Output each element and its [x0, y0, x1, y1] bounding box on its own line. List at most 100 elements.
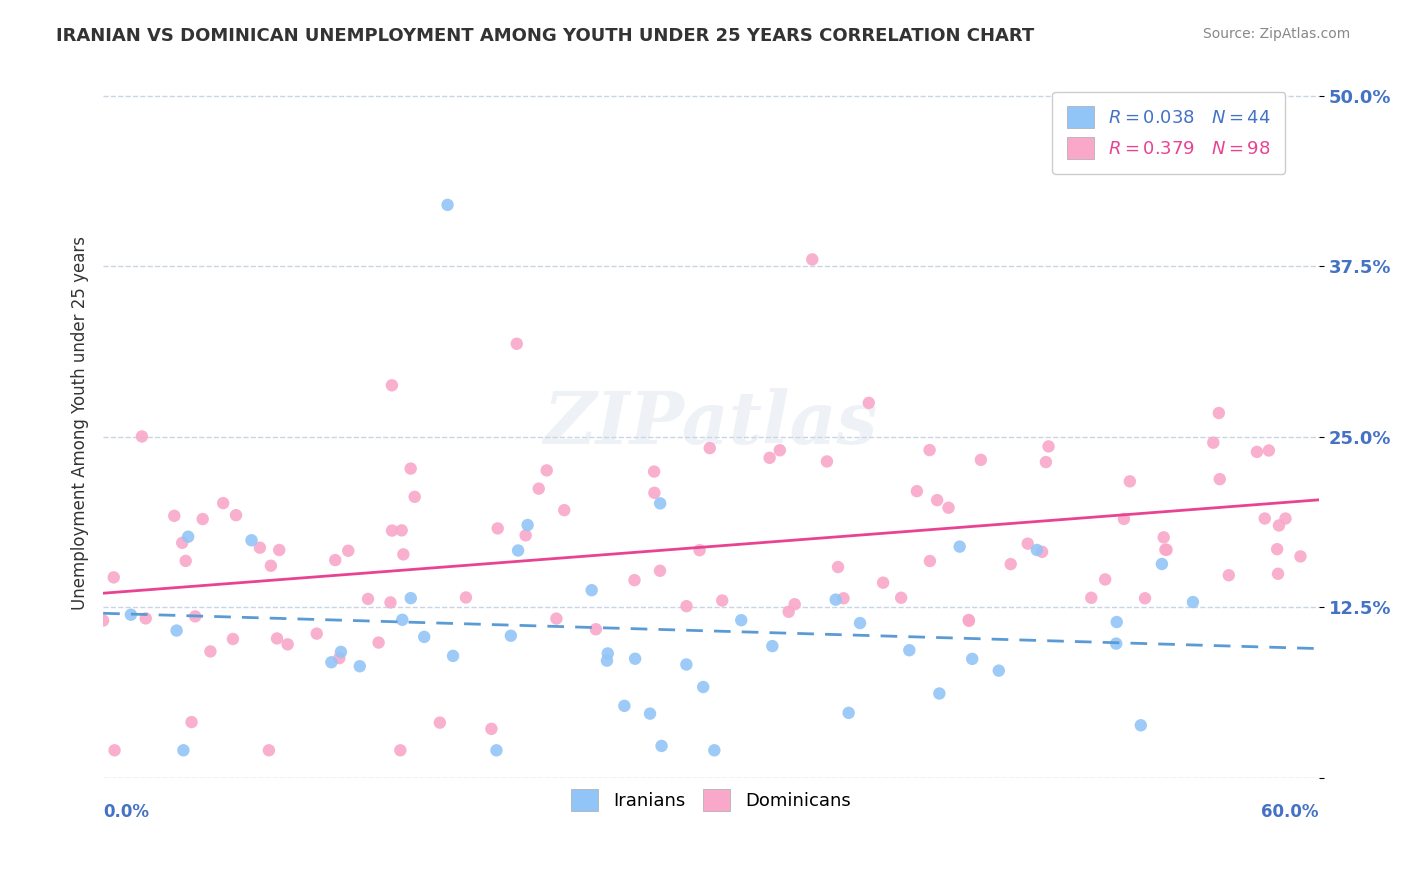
Point [648, 564, 671, 578]
Point [596, 654, 619, 668]
Point [328, 651, 350, 665]
Point [1265, 542, 1288, 557]
Point [172, 535, 194, 549]
Legend: Iranians, Dominicans: Iranians, Dominicans [557, 774, 865, 825]
Point [1105, 615, 1128, 629]
Point [260, 558, 283, 573]
Point [172, 743, 194, 757]
Point [200, 644, 222, 658]
Point [323, 553, 346, 567]
Point [120, 607, 142, 622]
Point [404, 490, 426, 504]
Point [131, 429, 153, 443]
Point [689, 543, 711, 558]
Point [890, 591, 912, 605]
Y-axis label: Unemployment Among Youth under 25 years: Unemployment Among Youth under 25 years [72, 236, 89, 610]
Point [730, 613, 752, 627]
Point [1267, 566, 1289, 581]
Point [1025, 543, 1047, 558]
Point [516, 518, 538, 533]
Point [703, 743, 725, 757]
Point [506, 543, 529, 558]
Point [927, 493, 949, 508]
Point [623, 573, 645, 587]
Point [91, 614, 114, 628]
Point [643, 465, 665, 479]
Point [872, 575, 894, 590]
Point [758, 450, 780, 465]
Point [436, 198, 458, 212]
Point [391, 613, 413, 627]
Point [163, 508, 186, 523]
Point [257, 743, 280, 757]
Point [389, 743, 412, 757]
Point [898, 643, 921, 657]
Point [103, 743, 125, 757]
Point [479, 722, 502, 736]
Point [1202, 435, 1225, 450]
Point [643, 485, 665, 500]
Point [225, 508, 247, 523]
Point [938, 500, 960, 515]
Point [613, 698, 636, 713]
Point [675, 599, 697, 614]
Point [918, 554, 941, 568]
Point [357, 591, 380, 606]
Point [527, 482, 550, 496]
Point [596, 647, 619, 661]
Point [1246, 445, 1268, 459]
Point [1268, 518, 1291, 533]
Point [399, 591, 422, 606]
Point [1133, 591, 1156, 606]
Point [177, 530, 200, 544]
Point [1094, 573, 1116, 587]
Point [1208, 406, 1230, 420]
Point [485, 743, 508, 757]
Point [987, 664, 1010, 678]
Point [1000, 557, 1022, 571]
Point [957, 613, 980, 627]
Point [321, 655, 343, 669]
Text: 0.0%: 0.0% [103, 803, 149, 821]
Point [761, 639, 783, 653]
Point [381, 524, 404, 538]
Point [1031, 545, 1053, 559]
Point [827, 560, 849, 574]
Point [905, 484, 928, 499]
Point [1080, 591, 1102, 605]
Point [832, 591, 855, 606]
Text: Source: ZipAtlas.com: Source: ZipAtlas.com [1202, 27, 1350, 41]
Point [699, 441, 721, 455]
Point [1254, 511, 1277, 525]
Point [928, 686, 950, 700]
Point [454, 591, 477, 605]
Point [585, 622, 607, 636]
Point [349, 659, 371, 673]
Point [184, 609, 207, 624]
Point [970, 453, 993, 467]
Point [849, 615, 872, 630]
Point [441, 648, 464, 663]
Point [305, 626, 328, 640]
Point [1038, 439, 1060, 453]
Text: IRANIAN VS DOMINICAN UNEMPLOYMENT AMONG YOUTH UNDER 25 YEARS CORRELATION CHART: IRANIAN VS DOMINICAN UNEMPLOYMENT AMONG … [56, 27, 1035, 45]
Point [515, 528, 537, 542]
Point [1153, 530, 1175, 544]
Point [103, 570, 125, 584]
Point [581, 583, 603, 598]
Point [546, 612, 568, 626]
Point [960, 652, 983, 666]
Point [711, 593, 734, 607]
Point [1129, 718, 1152, 732]
Text: 60.0%: 60.0% [1261, 803, 1319, 821]
Point [399, 461, 422, 475]
Point [858, 396, 880, 410]
Point [249, 541, 271, 555]
Point [1257, 443, 1279, 458]
Point [783, 597, 806, 611]
Point [269, 543, 291, 558]
Point [486, 521, 509, 535]
Point [367, 635, 389, 649]
Point [1035, 455, 1057, 469]
Point [1289, 549, 1312, 564]
